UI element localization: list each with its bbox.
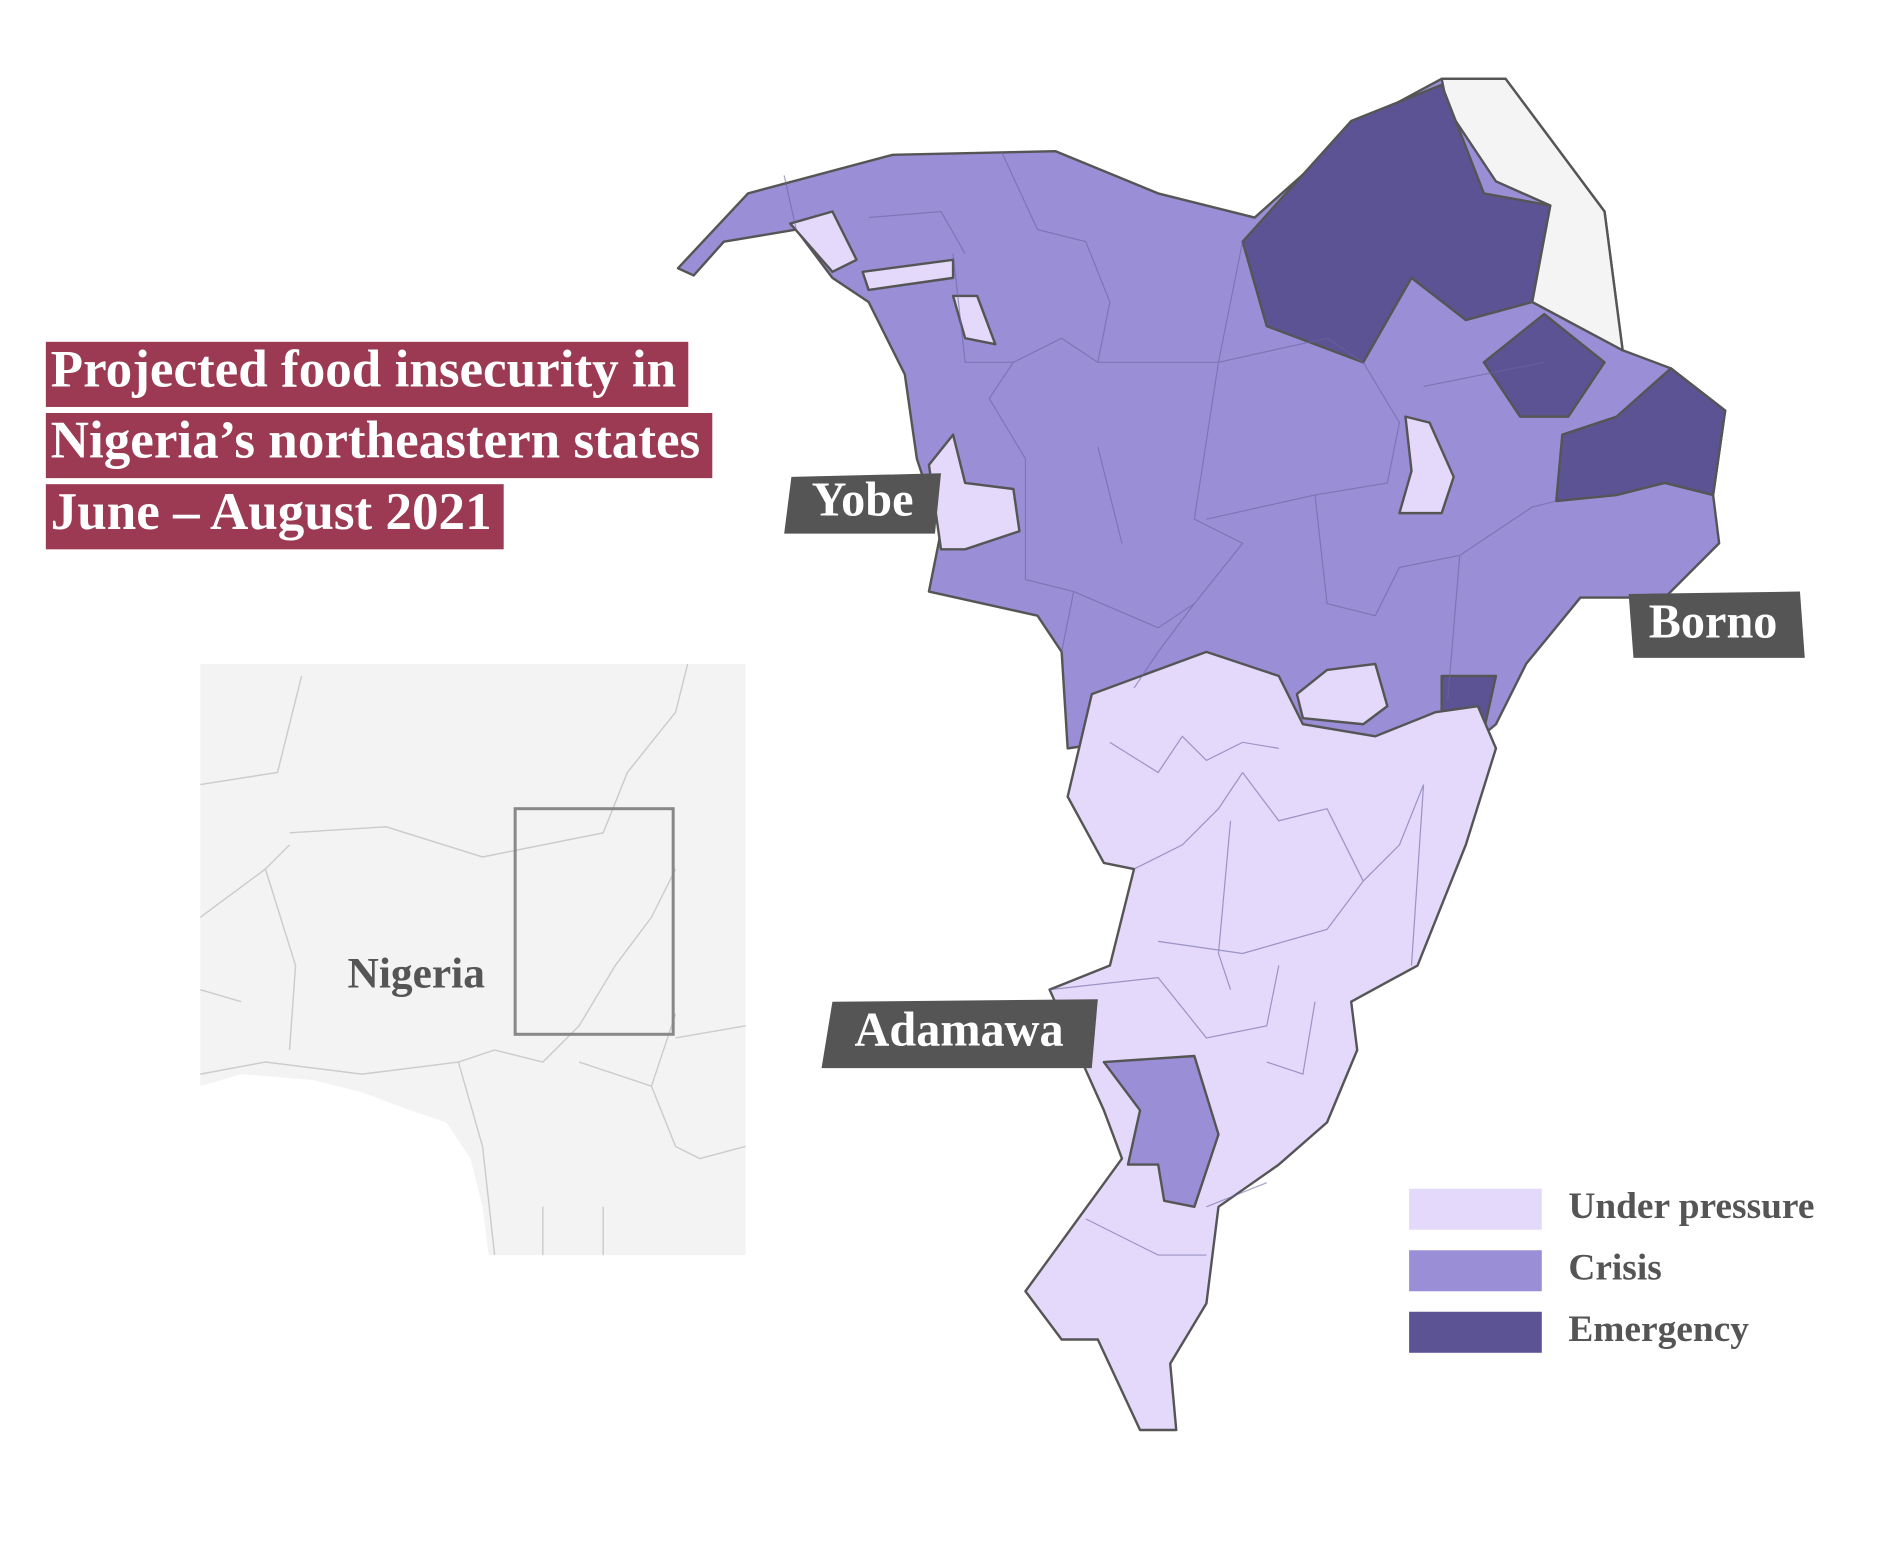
title: Projected food insecurity in Nigeria’s no… [45, 341, 713, 550]
legend: Under pressure Crisis Emergency [1409, 1186, 1814, 1353]
region-under-pressure [861, 258, 955, 292]
inset-borders [199, 663, 746, 1256]
state-labels: Yobe Borno Adamawa [784, 473, 1805, 1069]
state-label-box [821, 999, 1098, 1069]
region-under-pressure [927, 433, 1021, 551]
state-label-box [784, 473, 941, 534]
region-emergency [1241, 83, 1552, 364]
title-background [45, 341, 689, 407]
region-under-pressure [1295, 662, 1389, 726]
legend-swatch [1409, 1311, 1542, 1353]
region-under-pressure [788, 210, 858, 274]
legend-label: Emergency [1568, 1309, 1749, 1350]
region-emergency [1482, 312, 1606, 418]
inset-map: Nigeria [199, 663, 746, 1256]
legend-label: Under pressure [1568, 1186, 1814, 1227]
state-label: Borno [1649, 596, 1778, 649]
title-background [45, 484, 504, 550]
region-crisis [1102, 1054, 1220, 1209]
title-line: Nigeria’s northeastern states [51, 412, 701, 470]
title-line: Projected food insecurity in [51, 341, 677, 399]
legend-swatch [1409, 1188, 1542, 1230]
state-label: Yobe [812, 474, 914, 527]
state-label-box [1628, 591, 1805, 658]
inset-label: Nigeria [347, 950, 485, 998]
region-emergency [1555, 367, 1727, 503]
region-under-pressure [1398, 415, 1455, 515]
title-line: June – August 2021 [51, 483, 492, 541]
title-background [45, 412, 713, 479]
legend-label: Crisis [1568, 1247, 1661, 1288]
inset-extent-box [513, 807, 675, 1036]
inset-sea [200, 1074, 489, 1256]
state-label: Adamawa [855, 1003, 1064, 1056]
choropleth [676, 77, 1727, 1432]
legend-swatch [1409, 1250, 1542, 1292]
